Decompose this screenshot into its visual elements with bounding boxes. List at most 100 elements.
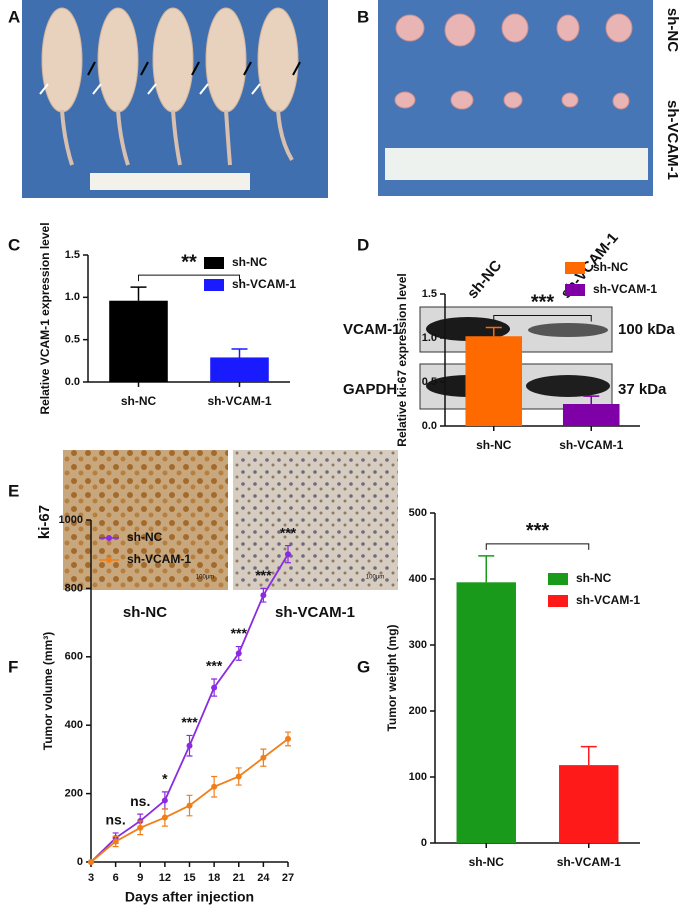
- x-tick-label: 21: [233, 872, 245, 884]
- size-label: 100 kDa: [618, 321, 675, 338]
- tumor-photo: [378, 0, 653, 196]
- y-tick-label: 300: [409, 639, 427, 651]
- annotation: ns.: [130, 793, 150, 809]
- marker: [285, 735, 291, 742]
- row-label: sh-VCAM-1: [664, 100, 681, 180]
- legend-marker: [106, 557, 112, 563]
- legend-swatch: [548, 573, 568, 585]
- y-tick-label: 0: [421, 837, 427, 849]
- y-tick-label: 100: [409, 771, 427, 783]
- y-tick-label: 0.5: [65, 334, 80, 346]
- significance-bracket: [493, 314, 592, 322]
- bar: [109, 300, 168, 382]
- x-tick-label: sh-NC: [121, 394, 157, 408]
- y-tick-label: 200: [65, 788, 83, 800]
- significance-bracket: [138, 274, 240, 282]
- x-tick-label: sh-NC: [476, 438, 512, 452]
- y-tick-label: 400: [409, 573, 427, 585]
- significance-label: ***: [531, 292, 555, 314]
- y-tick-label: 0.0: [65, 376, 80, 388]
- panel-label: G: [357, 657, 370, 676]
- ihc-image: [233, 450, 398, 590]
- marker: [260, 754, 267, 761]
- x-tick-label: sh-VCAM-1: [559, 438, 623, 452]
- x-tick-label: 12: [159, 872, 171, 884]
- size-label: 37 kDa: [618, 381, 667, 398]
- bar: [210, 357, 269, 382]
- panel-label: F: [8, 657, 18, 676]
- marker: [88, 859, 94, 865]
- significance-label: ***: [526, 520, 550, 542]
- y-tick-label: 1.5: [65, 249, 80, 261]
- error-bar: [485, 326, 502, 337]
- annotation: ***: [206, 658, 223, 674]
- legend-label: sh-VCAM-1: [576, 593, 640, 607]
- bar: [559, 765, 619, 843]
- x-axis-label: Days after injection: [125, 889, 254, 905]
- group-label: sh-NC: [123, 604, 167, 621]
- y-tick-label: 1.0: [65, 291, 80, 303]
- group-label: sh-VCAM-1: [275, 604, 355, 621]
- marker: [235, 650, 242, 657]
- legend-marker: [106, 535, 112, 541]
- x-tick-label: 24: [257, 872, 270, 884]
- legend-label: sh-VCAM-1: [232, 277, 296, 291]
- x-tick-label: 6: [113, 872, 119, 884]
- y-tick-label: 0.0: [422, 420, 437, 432]
- y-tick-label: 1000: [59, 514, 83, 526]
- y-tick-label: 0: [77, 856, 83, 868]
- significance-label: **: [181, 251, 197, 273]
- legend-swatch: [548, 595, 568, 607]
- panel-label: E: [8, 481, 19, 500]
- x-tick-label: 18: [208, 872, 220, 884]
- error-bar: [580, 745, 597, 766]
- error-bar: [478, 555, 495, 583]
- panel-label: A: [8, 7, 20, 26]
- marker: [211, 684, 218, 691]
- significance-bracket: [485, 543, 590, 550]
- y-tick-label: 500: [409, 507, 427, 519]
- y-tick-label: 0.5: [422, 376, 437, 388]
- y-tick-label: 600: [65, 651, 83, 663]
- bar: [562, 404, 620, 426]
- legend-label: sh-NC: [232, 255, 268, 269]
- y-tick-label: 200: [409, 705, 427, 717]
- stain-label: ki-67: [36, 505, 53, 539]
- legend-label: sh-NC: [127, 530, 163, 544]
- scale-label: 100μm: [196, 575, 214, 581]
- marker: [260, 592, 267, 599]
- x-tick-label: 3: [88, 872, 94, 884]
- panel-label: D: [357, 235, 369, 254]
- x-tick-label: 9: [137, 872, 143, 884]
- marker: [285, 551, 291, 558]
- y-tick-label: 1.5: [422, 288, 437, 300]
- y-axis-label: Relative VCAM-1 expression level: [38, 222, 52, 414]
- y-axis-label: Tumor weight (mg): [385, 624, 399, 731]
- marker: [112, 838, 119, 845]
- annotation: ***: [280, 524, 297, 540]
- x-tick-label: 27: [282, 872, 294, 884]
- marker: [211, 783, 218, 790]
- annotation: ns.: [106, 812, 126, 828]
- annotation: *: [162, 771, 168, 787]
- panel-label: C: [8, 235, 20, 254]
- error-bar: [231, 348, 248, 358]
- scale-label: 100μm: [366, 575, 384, 581]
- protein-label: VCAM-1: [343, 321, 401, 338]
- legend-swatch: [204, 257, 224, 269]
- bar: [465, 336, 523, 426]
- marker: [161, 814, 168, 821]
- lane-label: sh-NC: [464, 257, 506, 302]
- legend-swatch: [565, 262, 585, 274]
- x-tick-label: sh-VCAM-1: [557, 855, 621, 869]
- y-tick-label: 800: [65, 582, 83, 594]
- legend-label: sh-NC: [576, 571, 612, 585]
- panel-label: B: [357, 7, 369, 26]
- y-axis-label: Relative ki-67 expression level: [395, 273, 409, 446]
- y-tick-label: 1.0: [422, 332, 437, 344]
- row-label: sh-NC: [664, 8, 681, 52]
- annotation: ***: [255, 567, 272, 583]
- marker: [186, 742, 193, 749]
